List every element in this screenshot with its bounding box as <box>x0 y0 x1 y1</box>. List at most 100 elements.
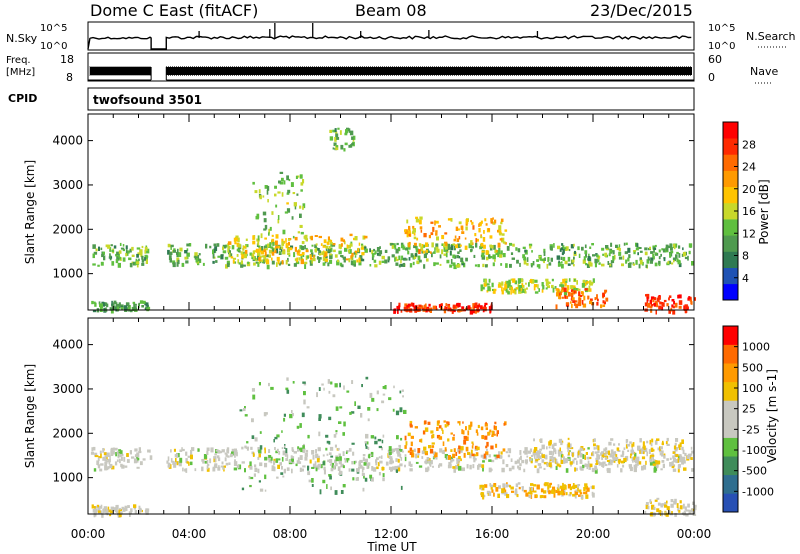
power-cell <box>348 249 350 253</box>
velocity-cell <box>241 487 245 491</box>
velocity-cell <box>493 484 497 488</box>
power-cell <box>502 241 506 244</box>
velocity-cell <box>490 459 495 463</box>
velocity-cell <box>285 452 288 455</box>
velocity-cell <box>118 458 121 464</box>
power-cell <box>244 249 248 254</box>
power-cell <box>543 251 546 256</box>
velocity-cell <box>400 457 403 461</box>
velocity-cell <box>119 511 123 515</box>
velocity-cell <box>573 457 577 461</box>
power-cell <box>460 257 464 263</box>
velocity-cell <box>530 490 533 493</box>
velocity-cell <box>669 457 672 460</box>
velocity-cell <box>366 464 369 469</box>
power-cell <box>429 307 432 311</box>
power-cell <box>348 144 351 148</box>
power-cell <box>449 250 452 256</box>
velocity-cell <box>206 460 209 465</box>
velocity-cell <box>596 453 599 456</box>
velocity-cell <box>536 450 540 455</box>
velocity-cell <box>471 441 474 444</box>
power-cell <box>264 185 268 189</box>
velocity-cell <box>264 474 267 480</box>
velocity-cell <box>351 442 355 445</box>
velocity-cell <box>677 468 680 473</box>
power-cell <box>345 129 349 134</box>
power-cell <box>512 243 515 247</box>
velocity-cell <box>124 505 127 510</box>
velocity-colorbar-swatch <box>723 326 738 345</box>
power-cell <box>446 259 450 264</box>
velocity-cell <box>536 468 540 474</box>
velocity-cell <box>378 472 381 476</box>
power-cell <box>485 250 489 255</box>
power-cell <box>293 263 297 267</box>
power-cell <box>479 245 483 250</box>
velocity-cell <box>490 484 493 490</box>
power-cell <box>597 259 600 262</box>
power-colorbar-tick-label: 28 <box>742 138 756 151</box>
power-cell <box>563 247 567 250</box>
velocity-cell <box>322 454 325 457</box>
velocity-cell <box>382 434 385 438</box>
power-cell <box>260 259 264 262</box>
velocity-cell <box>586 463 590 467</box>
power-cell <box>461 263 465 266</box>
power-cell <box>319 253 322 256</box>
power-cell <box>374 264 378 268</box>
velocity-cell <box>463 452 466 458</box>
velocity-cell <box>396 447 400 452</box>
velocity-cell <box>438 425 442 429</box>
power-colorbar-swatch <box>723 202 738 220</box>
velocity-cell <box>601 454 604 458</box>
power-cell <box>255 248 260 253</box>
power-cell <box>281 260 284 265</box>
velocity-cell <box>629 441 632 444</box>
velocity-cell <box>291 468 293 474</box>
power-cell <box>413 242 417 246</box>
power-cell <box>300 189 303 192</box>
power-cell <box>277 260 280 265</box>
velocity-cell <box>560 442 563 446</box>
velocity-cell <box>424 452 428 456</box>
velocity-background <box>88 318 694 514</box>
velocity-colorbar-tick-label: 500 <box>742 361 763 374</box>
velocity-cell <box>93 513 97 517</box>
velocity-cell <box>291 458 294 462</box>
velocity-cell <box>286 467 290 471</box>
velocity-cell <box>666 458 669 461</box>
power-cell <box>323 239 327 244</box>
power-cell <box>352 138 355 142</box>
power-cell <box>530 263 534 266</box>
power-cell <box>521 288 525 293</box>
power-cell <box>584 282 587 287</box>
power-cell <box>498 225 502 231</box>
velocity-cell <box>481 435 484 439</box>
velocity-cell <box>364 441 367 444</box>
velocity-cell <box>542 455 545 459</box>
velocity-cell <box>452 466 456 469</box>
x-axis-tick-labels: 00:00 04:00 08:00 12:00 16:00 20:00 00:00 <box>71 527 712 541</box>
velocity-cell <box>303 383 307 386</box>
power-cell <box>493 244 496 250</box>
power-cell <box>113 245 117 249</box>
power-cell <box>549 246 553 251</box>
velocity-cell <box>495 487 499 492</box>
power-cell <box>572 300 576 303</box>
velocity-cell <box>246 441 249 444</box>
power-cell <box>340 255 343 258</box>
power-cell <box>536 264 540 268</box>
power-cell <box>344 142 348 146</box>
power-cell <box>300 231 304 235</box>
velocity-cell <box>471 445 474 449</box>
power-cell <box>267 199 269 203</box>
velocity-cell <box>420 438 423 443</box>
velocity-cell <box>93 468 97 472</box>
power-cell <box>287 252 291 255</box>
power-cell <box>398 264 401 268</box>
velocity-cell <box>363 475 365 479</box>
velocity-cell <box>504 489 507 494</box>
power-cell <box>498 230 502 233</box>
velocity-cell <box>660 468 663 471</box>
